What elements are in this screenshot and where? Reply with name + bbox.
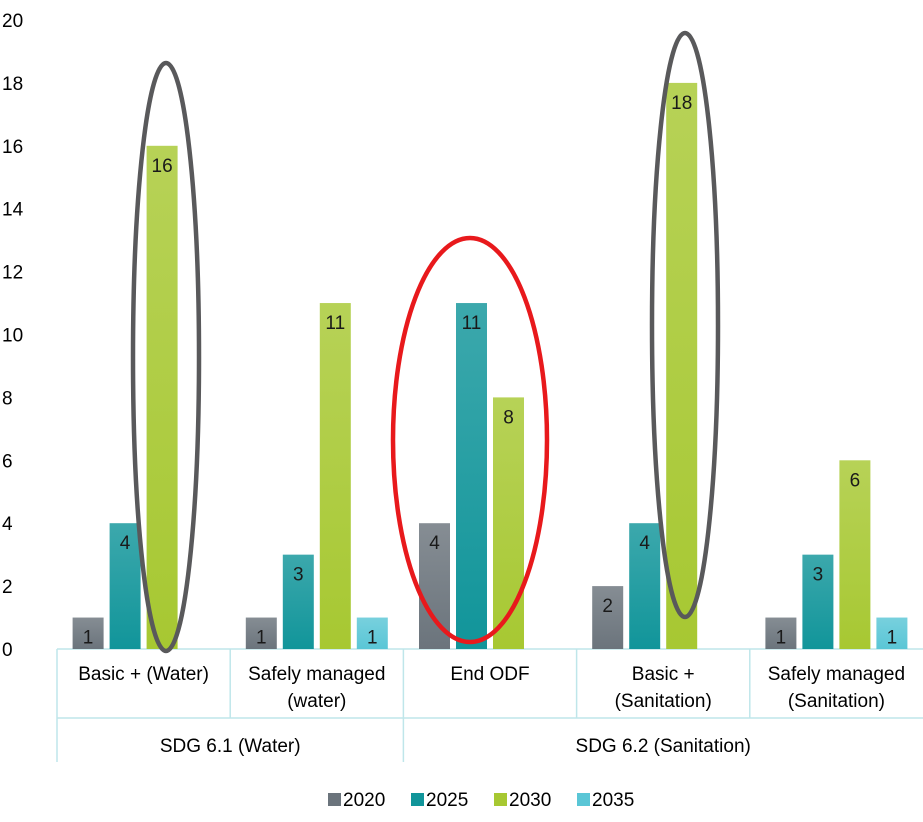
annotation-ellipse [130, 60, 202, 654]
category-label: Safely managed [768, 664, 905, 685]
y-tick-label: 20 [2, 11, 23, 32]
y-tick-label: 0 [2, 640, 13, 661]
y-tick-label: 4 [2, 514, 13, 535]
y-tick-label: 2 [2, 577, 13, 598]
bar-2030 [666, 82, 698, 649]
category-label: Safely managed [248, 664, 385, 685]
group-label: SDG 6.2 (Sanitation) [576, 736, 751, 757]
data-label: 4 [120, 533, 131, 554]
data-label: 11 [325, 313, 345, 334]
data-label: 8 [503, 407, 514, 428]
bar-2025 [629, 523, 661, 649]
data-label: 1 [367, 628, 378, 649]
category-label: Basic + [632, 664, 695, 685]
y-tick-label: 18 [2, 74, 23, 95]
legend-swatch [577, 793, 590, 806]
bar-2035 [876, 617, 908, 649]
legend-label: 2025 [426, 790, 468, 811]
data-label: 4 [639, 533, 650, 554]
category-label: (Sanitation) [788, 691, 885, 712]
data-label: 1 [887, 628, 898, 649]
bar-2020 [592, 586, 624, 649]
bar-2020 [765, 617, 797, 649]
data-label: 16 [152, 156, 173, 177]
annotation-ellipse [390, 235, 550, 645]
bar-2020 [245, 617, 277, 649]
annotations [130, 30, 721, 654]
bar-2025 [802, 554, 834, 649]
y-tick-label: 14 [2, 200, 24, 221]
y-tick-label: 16 [2, 137, 23, 158]
data-label: 1 [256, 628, 267, 649]
bar-2030 [319, 303, 351, 649]
group-label: SDG 6.1 (Water) [160, 736, 301, 757]
bar-2035 [356, 617, 388, 649]
category-label: (water) [287, 691, 346, 712]
bar-2020 [72, 617, 104, 649]
data-label: 6 [850, 470, 861, 491]
bar-2025 [282, 554, 314, 649]
category-label: (Sanitation) [615, 691, 712, 712]
legend-swatch [328, 793, 341, 806]
legend-swatch [411, 793, 424, 806]
legend-label: 2030 [509, 790, 551, 811]
legend: 2020 2025 2030 2035 [328, 790, 634, 811]
data-label: 1 [83, 628, 94, 649]
legend-label: 2035 [592, 790, 634, 811]
data-label: 11 [462, 313, 482, 334]
bars [72, 82, 908, 650]
category-label: End ODF [450, 664, 529, 685]
bar-2025 [109, 523, 141, 649]
data-label: 2 [602, 596, 613, 617]
y-tick-label: 6 [2, 451, 13, 472]
category-label: Basic + (Water) [78, 664, 209, 685]
bar-2030 [839, 460, 871, 649]
y-tick-label: 10 [2, 326, 23, 347]
y-tick-label: 8 [2, 388, 13, 409]
bar-2030 [146, 145, 178, 650]
data-label: 3 [813, 565, 824, 586]
y-tick-label: 12 [2, 263, 23, 284]
bar-2025 [456, 303, 487, 649]
data-label: 18 [671, 93, 692, 114]
annotation-ellipse [649, 30, 721, 620]
legend-label: 2020 [343, 790, 385, 811]
legend-swatch [494, 793, 507, 806]
data-label: 4 [429, 533, 440, 554]
data-label: 1 [776, 628, 787, 649]
bar-2030 [493, 397, 524, 649]
data-label: 3 [293, 565, 304, 586]
